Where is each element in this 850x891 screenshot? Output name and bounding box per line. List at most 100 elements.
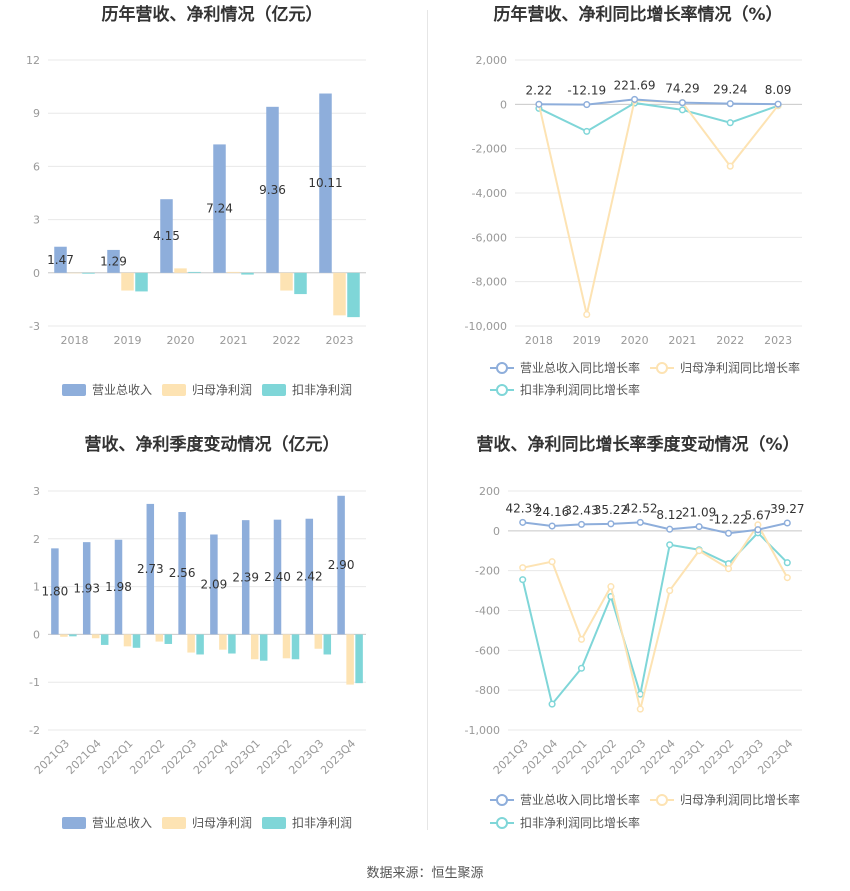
x-tick-label: 2022: [716, 334, 744, 347]
bar-data-label: 1.98: [105, 580, 132, 594]
bar-deducted-profit: [347, 272, 360, 318]
y-tick-label: -8,000: [472, 276, 507, 289]
bar-revenue: [273, 519, 282, 635]
legend-swatch: [62, 817, 86, 829]
x-tick-label: 2018: [61, 334, 89, 347]
bar-deducted-profit: [241, 272, 254, 275]
bar-deducted-profit: [355, 634, 363, 684]
line-point: [726, 100, 734, 108]
x-tick-label: 2020: [167, 334, 195, 347]
bar-parent-profit: [187, 634, 195, 653]
line-point: [754, 526, 762, 534]
bar-data-label: 2.56: [169, 566, 196, 580]
line-point: [695, 523, 703, 531]
bar-deducted-profit: [100, 634, 109, 645]
line-point: [548, 700, 556, 708]
bar-revenue: [337, 495, 345, 635]
bar-revenue: [114, 539, 123, 635]
bar-data-label: 10.11: [308, 176, 342, 190]
line-data-label: 42.52: [623, 501, 657, 515]
x-tick-label: 2019: [573, 334, 601, 347]
line-data-label: 32.43: [564, 503, 598, 517]
line-deducted-profit-growth: [521, 531, 789, 707]
y-tick-label: -4,000: [472, 187, 507, 200]
bar-revenue: [213, 144, 226, 273]
vertical-divider: [427, 10, 428, 830]
line-data-label: 24.16: [535, 505, 569, 519]
line-data-label: 8.09: [765, 83, 792, 97]
x-tick-label: 2019: [114, 334, 142, 347]
legend-swatch-marker: [496, 384, 508, 396]
line-point: [636, 690, 644, 698]
bar-revenue: [107, 249, 120, 273]
line-point: [519, 564, 527, 572]
bar-parent-profit: [91, 634, 100, 639]
legend-swatch-marker: [656, 794, 668, 806]
line-data-label: 42.39: [506, 501, 540, 515]
legend-label: 营业总收入: [92, 816, 152, 830]
bar-parent-profit: [155, 634, 164, 642]
line-data-label: 39.27: [770, 502, 804, 516]
bar-parent-profit: [250, 634, 259, 660]
bar-data-label: 1.29: [100, 254, 127, 268]
line-point: [783, 519, 791, 527]
line-parent-profit-growth: [522, 522, 789, 710]
line-point: [548, 558, 556, 566]
bar-parent-profit: [123, 634, 132, 647]
bar-revenue: [54, 246, 67, 273]
y-tick-label: 0: [493, 525, 500, 538]
line-point: [666, 541, 674, 549]
bar-revenue: [51, 548, 59, 635]
bar-revenue: [241, 520, 250, 635]
bar-revenue: [146, 503, 155, 635]
bar-parent-profit: [219, 634, 227, 650]
line-point: [607, 583, 615, 591]
annual-revenue-profit-svg: 历年营收、净利情况（亿元） 12 9 6 3 0 -3 2018 2019 2020 2021 202…: [26, 4, 366, 397]
bar-deducted-profit: [188, 271, 201, 273]
line-deducted-profit-growth: [538, 101, 779, 133]
bar-deducted-profit: [164, 634, 173, 644]
legend-label: 营业总收入同比增长率: [520, 360, 640, 375]
line-revenue-growth: [522, 521, 788, 535]
bar-parent-profit: [68, 272, 81, 274]
bar-parent-profit: [282, 634, 291, 659]
line-parent-profit-growth: [537, 99, 779, 315]
annual-growth-rate-chart: 历年营收、净利同比增长率情况（%） 2,000 0 -2,000 -4,000 -6,00…: [425, 0, 850, 430]
line-point: [726, 119, 734, 127]
line-data-label: 35.22: [594, 503, 628, 517]
line-point: [577, 635, 586, 643]
line-point: [535, 100, 543, 108]
bar-data-label: 1.47: [47, 253, 74, 267]
line-point: [607, 520, 615, 528]
bar-parent-profit: [227, 271, 240, 273]
y-tick-label: -600: [475, 644, 500, 657]
x-tick-label: 2020: [621, 334, 649, 347]
annual-revenue-profit-chart: 历年营收、净利情况（亿元） 12 9 6 3 0 -3 2018 2019 2020 2021 202…: [0, 0, 425, 430]
bar-revenue: [82, 542, 91, 635]
quarterly-revenue-profit-chart: 营收、净利季度变动情况（亿元） 3 2 1 0 -1 -2 2021Q3 2021Q4 2022Q…: [0, 430, 425, 860]
line-point: [774, 100, 782, 108]
x-tick-label: 2023: [326, 334, 354, 347]
bar-deducted-profit: [69, 634, 77, 637]
x-tick-label: 2018: [525, 334, 553, 347]
quarterly-revenue-profit-svg: 营收、净利季度变动情况（亿元）3210-1-22021Q32021Q42022Q…: [29, 434, 366, 830]
y-tick-label: 9: [33, 107, 40, 120]
bar-deducted-profit: [135, 272, 148, 292]
chart-title: 营收、净利季度变动情况（亿元）: [85, 434, 340, 455]
bar-deducted-profit: [259, 634, 268, 661]
bar-revenue: [178, 512, 186, 635]
y-tick-label: 200: [479, 485, 500, 498]
bar-deducted-profit: [228, 634, 236, 654]
bar-revenue: [266, 106, 279, 273]
bar-parent-profit: [346, 634, 354, 685]
bar-data-label: 2.39: [232, 570, 259, 584]
line-data-label: 2.22: [526, 83, 553, 97]
bar-deducted-profit: [323, 634, 332, 655]
line-data-label: 8.12: [656, 508, 683, 522]
legend-swatch: [162, 384, 186, 396]
bar-revenue: [319, 93, 332, 273]
legend-label: 归母净利润同比增长率: [680, 792, 800, 807]
legend-label: 扣非净利润同比增长率: [520, 815, 640, 830]
line-point: [583, 127, 591, 135]
line-data-label: 221.69: [614, 78, 656, 92]
